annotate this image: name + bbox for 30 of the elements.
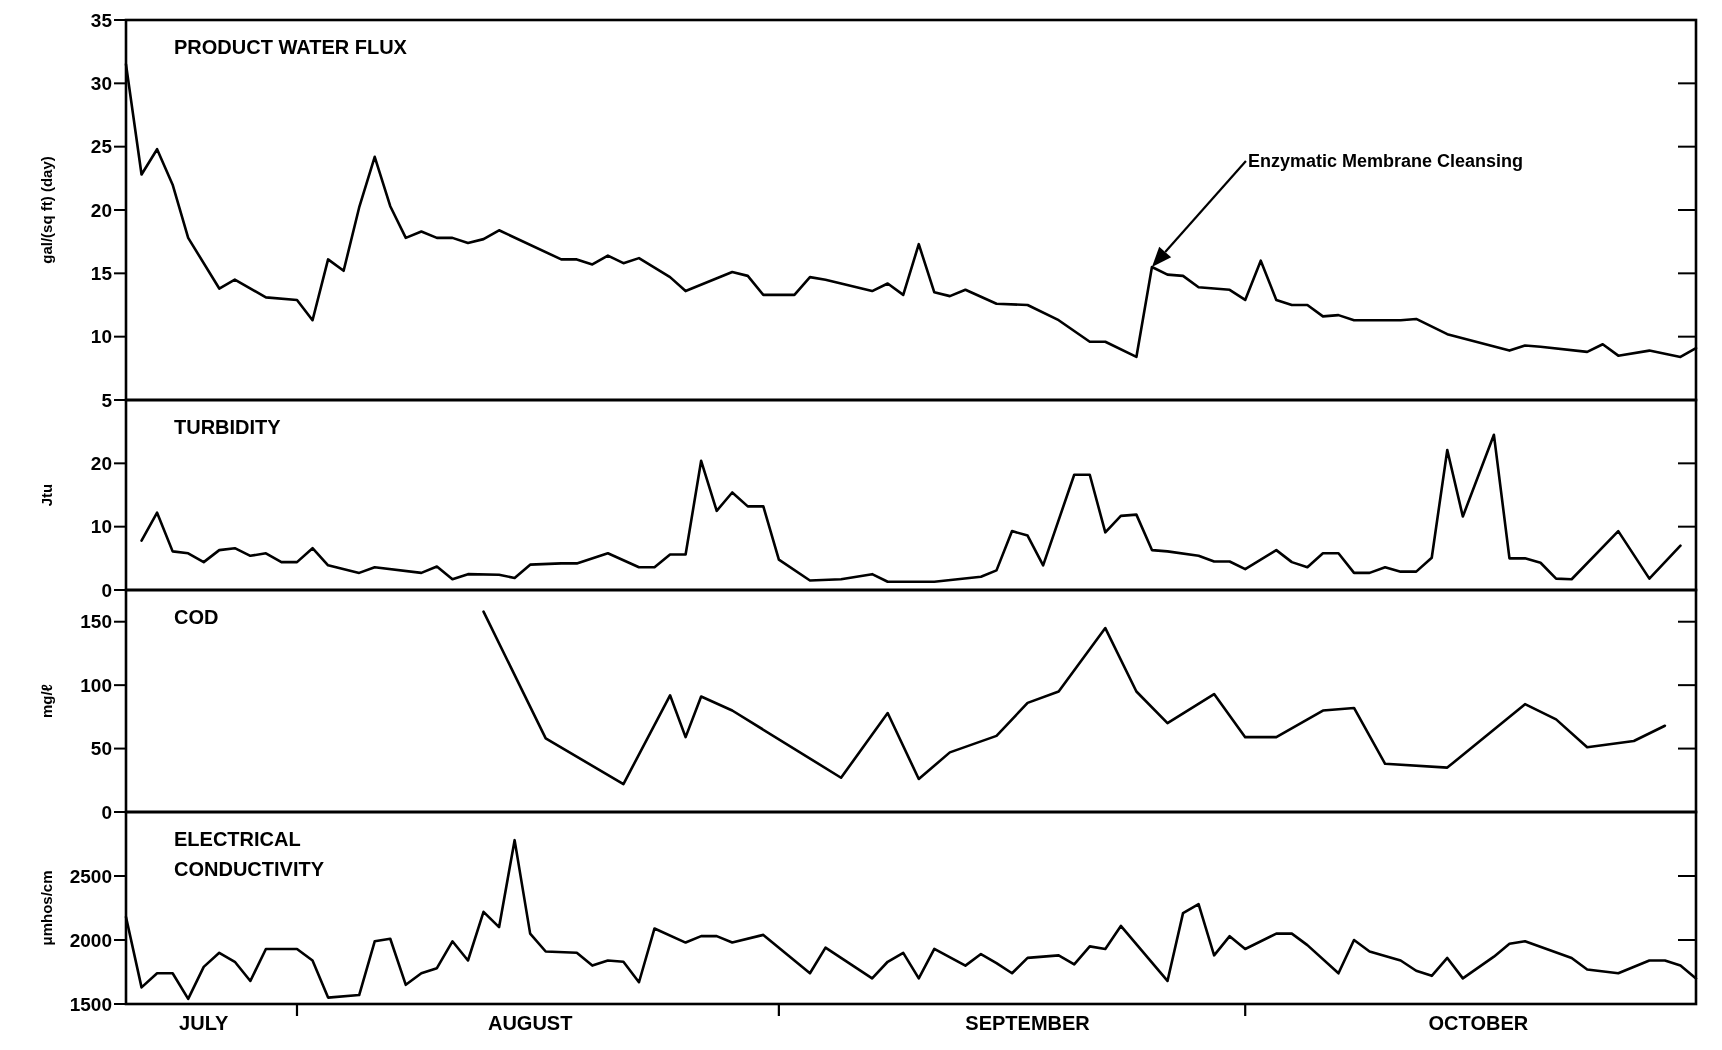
y-tick-label: 20: [90, 199, 112, 221]
y-tick-label: 50: [90, 738, 112, 760]
y-axis-title: mg/ℓ: [38, 684, 55, 718]
y-tick-label: 20: [90, 452, 112, 474]
y-tick-label: 100: [80, 674, 112, 696]
y-tick-label: 1500: [69, 993, 112, 1015]
x-tick-label: SEPTEMBER: [965, 1012, 1091, 1034]
y-tick-label: 0: [101, 801, 112, 823]
text: COD: [174, 606, 219, 628]
text: PRODUCT WATER FLUX: [174, 36, 408, 58]
y-tick-label: 0: [101, 579, 112, 601]
y-tick-label: 5: [101, 389, 113, 411]
x-tick-label: JULY: [179, 1012, 230, 1034]
x-tick-label: AUGUST: [487, 1012, 573, 1034]
y-tick-label: 35: [90, 9, 113, 31]
y-axis-title: Jtu: [38, 483, 55, 507]
y-tick-label: 150: [80, 611, 112, 633]
y-axis-title: μmhos/cm: [38, 870, 55, 946]
text: TURBIDITY: [174, 416, 282, 438]
y-tick-label: 2500: [69, 865, 112, 887]
text: ELECTRICAL CONDUCTIVITY: [174, 828, 325, 880]
x-tick-label: OCTOBER: [1428, 1012, 1529, 1034]
y-tick-label: 10: [90, 516, 112, 538]
y-tick-label: 25: [90, 136, 113, 158]
y-tick-label: 15: [90, 262, 113, 284]
y-tick-label: 10: [90, 326, 112, 348]
y-axis-title: gal/(sq ft) (day): [38, 156, 55, 264]
annotation: Enzymatic Membrane Cleansing: [1247, 151, 1524, 171]
y-tick-label: 2000: [69, 929, 112, 951]
y-tick-label: 30: [90, 72, 112, 94]
